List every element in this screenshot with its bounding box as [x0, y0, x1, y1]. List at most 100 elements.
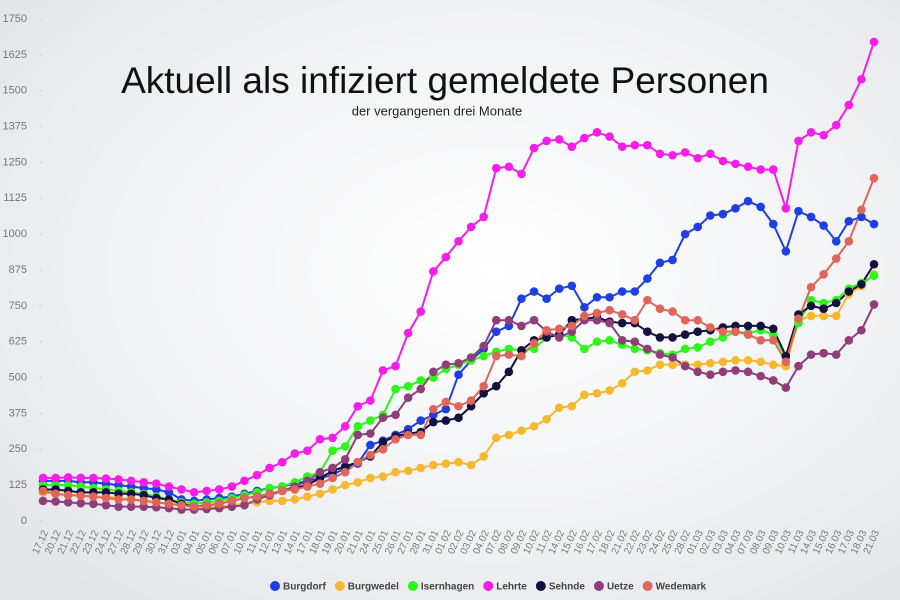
- legend-swatch: [483, 581, 494, 591]
- data-point: [844, 100, 854, 110]
- y-tick-label: 1500: [3, 85, 27, 97]
- data-point: [101, 474, 111, 483]
- data-point: [680, 330, 690, 339]
- data-point: [378, 413, 388, 423]
- data-point: [643, 274, 652, 283]
- data-point: [756, 335, 765, 345]
- data-point: [126, 502, 136, 511]
- data-point: [63, 473, 73, 482]
- data-point: [315, 489, 325, 499]
- data-point: [630, 344, 640, 354]
- data-point: [831, 311, 841, 321]
- data-point: [340, 455, 350, 464]
- data-point: [819, 311, 828, 321]
- data-point: [768, 165, 778, 174]
- data-point: [139, 496, 149, 506]
- data-point: [718, 156, 728, 166]
- y-tick-label: 1625: [3, 49, 27, 61]
- data-point: [378, 472, 388, 481]
- y-tick-label: 1750: [3, 13, 27, 25]
- data-point: [869, 37, 879, 47]
- data-point: [731, 366, 740, 375]
- y-tick-label: 875: [9, 264, 27, 276]
- data-point: [441, 397, 451, 407]
- data-point: [743, 162, 753, 172]
- data-point: [114, 502, 123, 511]
- data-point: [454, 413, 463, 423]
- data-point: [630, 367, 640, 377]
- data-point: [164, 482, 174, 491]
- data-point: [680, 344, 690, 354]
- data-point: [630, 140, 640, 150]
- data-point: [781, 247, 791, 256]
- data-point: [441, 416, 451, 425]
- data-point: [580, 302, 589, 312]
- data-point: [491, 351, 501, 361]
- data-point: [756, 357, 765, 367]
- data-point: [768, 360, 778, 369]
- data-point: [580, 344, 589, 354]
- data-point: [227, 482, 237, 491]
- data-point: [441, 252, 451, 262]
- data-point: [680, 229, 690, 239]
- data-point: [491, 381, 501, 391]
- data-point: [340, 442, 350, 451]
- data-point: [340, 422, 350, 431]
- data-point: [491, 327, 501, 336]
- data-point: [706, 337, 715, 347]
- data-point: [655, 149, 665, 159]
- data-point: [303, 446, 312, 456]
- data-point: [542, 294, 551, 303]
- data-point: [202, 500, 211, 510]
- data-point: [592, 128, 602, 137]
- data-point: [655, 350, 665, 359]
- data-point: [857, 74, 866, 84]
- data-point: [38, 473, 48, 483]
- data-point: [391, 467, 400, 477]
- legend-swatch: [334, 581, 345, 591]
- data-point: [731, 204, 740, 213]
- data-point: [152, 479, 161, 489]
- data-point: [643, 295, 652, 305]
- legend-label: Uetze: [607, 582, 634, 593]
- data-point: [391, 384, 400, 394]
- data-point: [756, 165, 765, 174]
- data-point: [517, 294, 526, 303]
- data-point: [328, 473, 337, 483]
- data-point: [567, 401, 577, 411]
- data-point: [416, 463, 426, 473]
- data-point: [403, 466, 413, 476]
- data-point: [265, 489, 274, 499]
- data-point: [617, 142, 627, 151]
- data-point: [806, 282, 816, 292]
- data-point: [366, 396, 375, 405]
- data-point: [756, 371, 765, 381]
- data-point: [479, 341, 488, 351]
- data-point: [794, 314, 803, 324]
- data-point: [718, 357, 728, 367]
- data-point: [794, 361, 803, 371]
- data-point: [76, 498, 86, 508]
- data-point: [869, 173, 879, 183]
- data-point: [806, 212, 816, 222]
- y-tick-label: 750: [9, 300, 27, 312]
- data-point: [517, 351, 526, 361]
- data-point: [441, 404, 451, 414]
- data-point: [290, 485, 300, 494]
- data-point: [743, 356, 753, 365]
- data-point: [567, 321, 577, 331]
- data-point: [126, 476, 136, 486]
- data-point: [831, 120, 841, 130]
- legend-label: Isernhagen: [421, 582, 474, 593]
- data-point: [542, 414, 551, 424]
- data-point: [429, 267, 438, 276]
- data-point: [869, 300, 879, 309]
- data-point: [277, 486, 287, 496]
- data-point: [328, 485, 337, 494]
- chart-subtitle: der vergangenen drei Monate: [352, 103, 523, 118]
- data-point: [466, 222, 476, 232]
- data-point: [794, 136, 803, 146]
- data-point: [592, 389, 602, 398]
- data-point: [554, 324, 564, 334]
